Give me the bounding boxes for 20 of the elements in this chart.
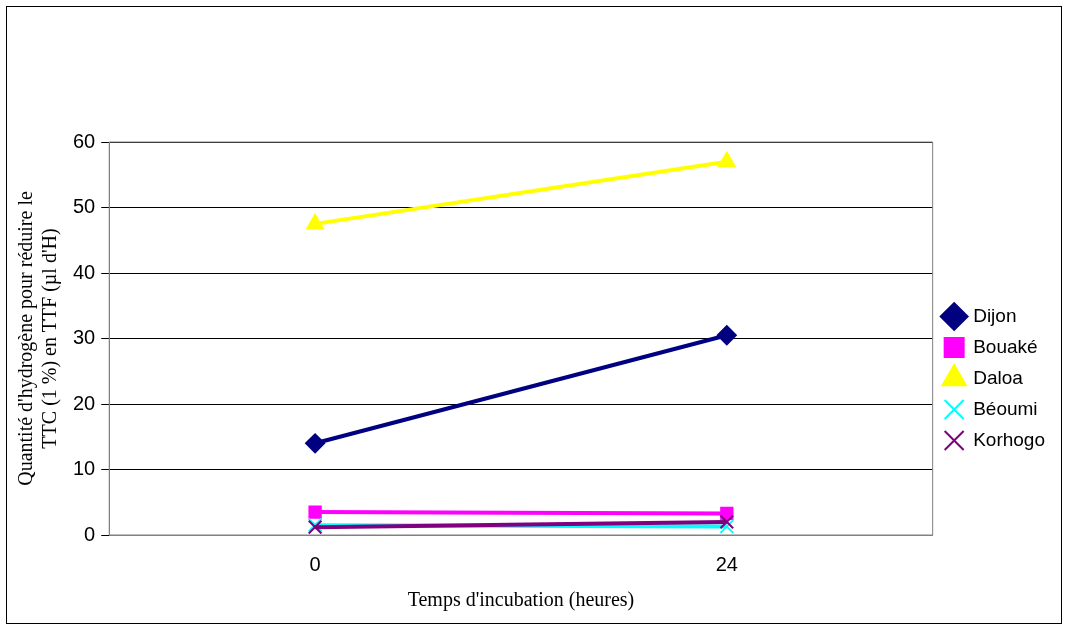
y-tick-label: 0 bbox=[84, 522, 96, 545]
point bbox=[719, 514, 735, 530]
legend-label: Daloa bbox=[973, 366, 1024, 388]
legend-label: Bouaké bbox=[973, 335, 1038, 357]
point bbox=[308, 505, 322, 519]
x-tick-label: 24 bbox=[715, 552, 738, 575]
y-tick-label: 50 bbox=[73, 195, 96, 218]
point bbox=[719, 519, 735, 534]
point bbox=[305, 433, 326, 454]
y-tick-label: 40 bbox=[73, 260, 96, 283]
legend-label: Béoumi bbox=[973, 397, 1038, 419]
y-axis-title: Quantité d'hydrogène pour réduire le TTC (1 %) en TTF (µl d'H) bbox=[14, 191, 62, 486]
x-axis-title: Temps d'incubation (heures) bbox=[407, 588, 635, 612]
legend-label: Dijon bbox=[973, 304, 1017, 326]
y-tick-label: 10 bbox=[73, 457, 96, 480]
y-tick-label: 60 bbox=[73, 129, 96, 152]
point bbox=[716, 325, 737, 346]
y-tick-label: 30 bbox=[73, 326, 96, 349]
legend-label: Korhogo bbox=[973, 428, 1046, 450]
y-tick-label: 20 bbox=[73, 391, 96, 414]
